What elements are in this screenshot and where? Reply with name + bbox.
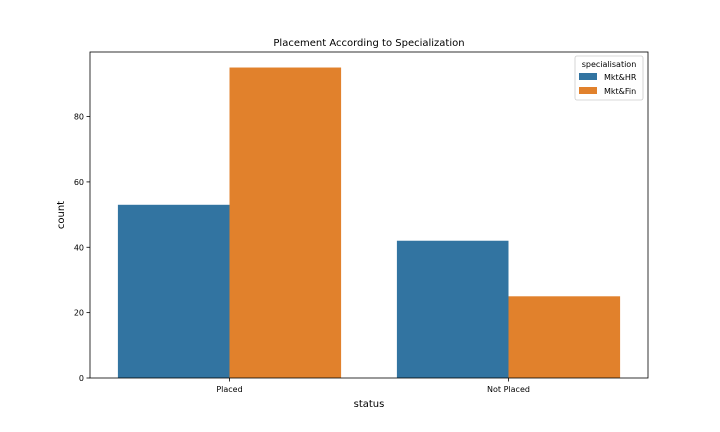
bar-mkt-hr-placed [117,204,230,378]
x-tick-label: Not Placed [487,385,530,394]
bar-mkt-fin-not-placed [508,296,621,378]
y-tick-label: 60 [74,178,84,187]
legend-title: specialisation [582,60,637,69]
x-axis-label: status [354,399,385,410]
y-tick-label: 80 [74,113,84,122]
legend-label: Mkt&Fin [604,87,636,96]
y-tick-label: 20 [74,309,84,318]
x-tick-label: Placed [216,385,242,394]
legend-swatch [579,73,597,80]
legend-swatch [579,87,597,94]
y-axis: 0 20 40 60 80 [74,113,90,383]
plot-frame [89,51,649,379]
legend-label: Mkt&HR [604,73,637,82]
bar-mkt-hr-not-placed [396,240,509,378]
bar-mkt-fin-placed [229,67,342,379]
y-axis-label: count [56,201,67,229]
chart-title: Placement According to Specialization [273,38,464,49]
legend: specialisation Mkt&HR Mkt&Fin [574,55,644,101]
y-tick-label: 0 [79,374,84,383]
x-axis: Placed Not Placed [216,378,530,394]
bars-group [117,67,621,379]
y-tick-label: 40 [74,243,84,252]
